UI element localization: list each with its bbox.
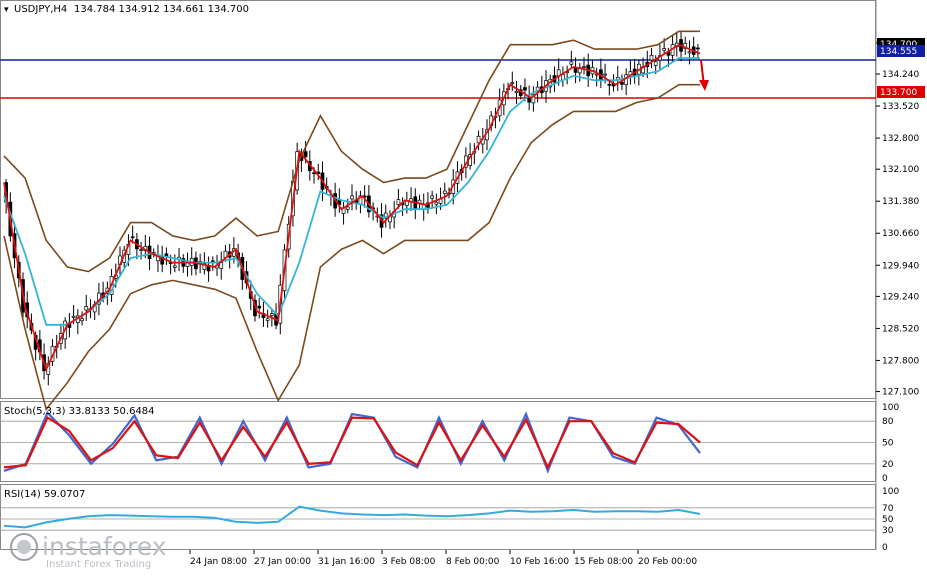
bollinger-upper — [3, 30, 700, 273]
price-tick-label: 130.660 — [882, 229, 919, 239]
rsi-series-layer — [0, 505, 876, 531]
stoch-main-line — [3, 410, 701, 474]
fast-ma-line — [3, 43, 701, 372]
stoch-title: Stoch(5,3,3) 33.8133 50.6484 — [4, 406, 155, 417]
svg-text:instaforex: instaforex — [42, 532, 167, 561]
stoch-axis: 100 80 50 20 0 — [882, 403, 899, 484]
rsi-line — [3, 505, 701, 529]
time-tick-label: 10 Feb 16:00 — [510, 557, 569, 567]
candle-body — [265, 318, 270, 321]
candle-body — [350, 195, 354, 200]
candle-body — [696, 47, 700, 50]
candle-body — [514, 91, 519, 94]
candle-body — [130, 236, 135, 239]
candle-body — [442, 190, 447, 194]
chart-symbol: USDJPY,H4 — [14, 4, 67, 15]
candle-body — [434, 201, 439, 205]
stoch-tick-label: 80 — [882, 417, 894, 427]
stoch-tick-label: 50 — [882, 439, 894, 449]
candle-body — [620, 81, 624, 85]
down-arrow-icon — [699, 59, 709, 91]
candle-body — [396, 199, 401, 206]
price-tick-label: 132.100 — [882, 165, 919, 175]
stoch-tick-label: 100 — [882, 403, 899, 413]
chart-ohlc: 134.784 134.912 134.661 134.700 — [74, 4, 249, 15]
candle-body — [523, 87, 527, 91]
time-tick-label: 8 Feb 00:00 — [446, 557, 500, 567]
blue-level-tag — [877, 45, 925, 57]
stoch-tick-label: 20 — [882, 460, 894, 470]
candle-body — [202, 263, 207, 270]
blue-level-label: 134.555 — [880, 47, 917, 57]
candle-body — [582, 66, 586, 68]
price-tick-label: 131.380 — [882, 197, 919, 207]
time-tick-label: 31 Jan 16:00 — [318, 557, 375, 567]
price-tick-label: 133.520 — [882, 102, 919, 112]
candle-body — [430, 195, 434, 199]
rsi-tick-label: 50 — [882, 515, 894, 525]
candle-body — [662, 48, 666, 51]
price-tick-label: 134.240 — [882, 70, 919, 80]
price-tick-label: 128.520 — [882, 324, 919, 334]
red-level-tag — [877, 86, 925, 98]
price-tick-label: 129.940 — [882, 261, 919, 271]
candle-body — [510, 82, 515, 84]
time-tick-label: 24 Jan 08:00 — [190, 557, 247, 567]
price-tick-label: 132.800 — [882, 134, 919, 144]
candle-body — [303, 151, 308, 158]
rsi-tick-label: 0 — [882, 543, 888, 553]
svg-text:Instant Forex Trading: Instant Forex Trading — [46, 559, 151, 570]
candle-body — [80, 318, 84, 322]
candle-body — [172, 265, 177, 268]
rsi-tick-label: 30 — [882, 526, 894, 536]
candle-body — [71, 315, 76, 318]
rsi-tick-label: 70 — [882, 504, 894, 514]
time-tick-label: 15 Feb 08:00 — [574, 557, 633, 567]
candle-body — [569, 61, 574, 65]
price-tick-label: 129.240 — [882, 292, 919, 302]
time-tick-label: 27 Jan 00:00 — [254, 557, 311, 567]
candle-body — [84, 306, 89, 311]
candle-body — [687, 51, 692, 54]
time-tick-label: 20 Feb 00:00 — [638, 557, 697, 567]
candle-body — [653, 61, 658, 66]
price-tick-label: 127.100 — [882, 388, 919, 398]
candle-body — [607, 83, 612, 86]
current-price-tag — [877, 38, 925, 49]
price-tick-label: 127.800 — [882, 356, 919, 366]
candle-body — [649, 55, 654, 61]
rsi-title: RSI(14) 59.0707 — [4, 489, 85, 500]
stoch-series-layer — [0, 410, 876, 474]
rsi-tick-label: 100 — [882, 487, 899, 497]
bollinger-lower — [3, 83, 700, 412]
candle-body — [257, 305, 262, 309]
candle-body — [312, 172, 316, 175]
stoch-signal-line — [3, 416, 701, 471]
price-series-layer — [0, 30, 876, 412]
symbol-icon: ▾ — [4, 5, 9, 15]
red-level-label: 133.700 — [880, 88, 917, 98]
instaforex-logo: instaforex Instant Forex Trading — [10, 532, 167, 570]
candle-body — [139, 249, 143, 251]
time-tick-label: 3 Feb 08:00 — [382, 557, 436, 567]
time-axis: 24 Jan 08:00 27 Jan 00:00 31 Jan 16:00 3 Fe… — [189, 550, 697, 567]
stoch-tick-label: 0 — [882, 474, 888, 484]
candle-body — [160, 256, 165, 265]
candle-body — [270, 313, 274, 316]
candle-body — [345, 206, 350, 210]
candle-body — [603, 73, 607, 76]
price-axis: 134.940134.240133.520132.800132.100131.3… — [876, 39, 919, 398]
candle-body — [476, 135, 481, 144]
